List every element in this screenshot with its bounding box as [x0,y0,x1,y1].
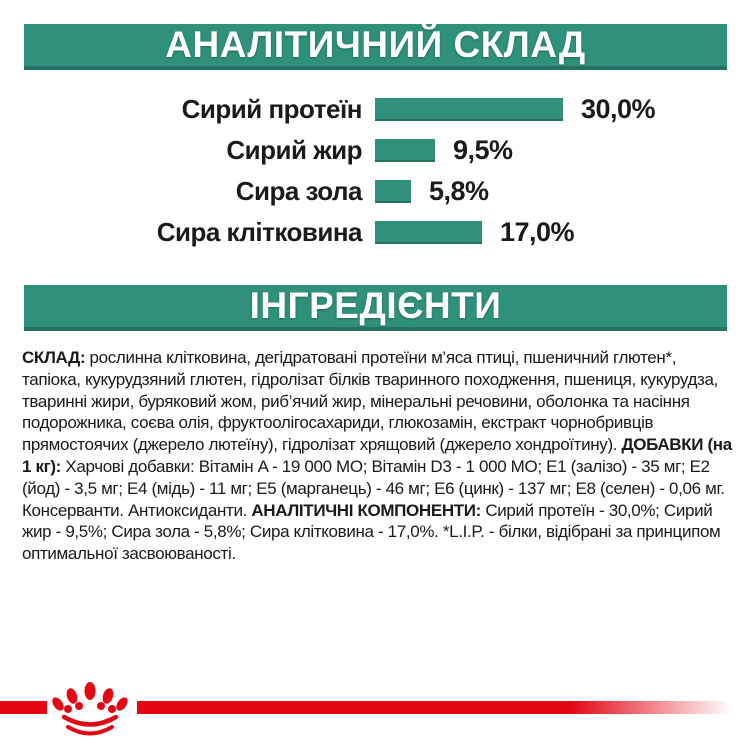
analytical-components-label: АНАЛІТИЧНІ КОМПОНЕНТИ: [251,500,481,520]
bar-label-protein: Сирий протеїн [181,93,363,124]
chart-row-protein: Сирий протеїн 30,0% [0,94,750,124]
bar-fibre [375,220,482,244]
bar-label-ash: Сира зола [235,175,363,206]
bar-label-fibre: Сира клітковина [156,216,363,247]
chart-row-fat: Сирий жир 9,5% [0,135,750,165]
royal-canin-crown-icon [52,682,128,736]
composition-text: рослинна клітковина, дегідратовані проте… [22,348,718,455]
chart-row-ash: Сира зола 5,8% [0,176,750,206]
brand-stripe-right [137,701,738,714]
nutrients-bar-chart: Сирий протеїн 30,0% Сирий жир 9,5% Сира … [0,94,750,247]
bar-value-protein: 30,0% [581,93,656,124]
ingredients-header: ІНГРЕДІЄНТИ [24,285,727,331]
additives-label: ДОБАВКИ (на 1 кг): [22,435,732,476]
analytical-composition-header: АНАЛІТИЧНИЙ СКЛАД [24,24,727,70]
composition-label: СКЛАД: [22,348,86,367]
additives-text: Харчові добавки: Вітамін A - 19 000 МО; … [22,456,725,520]
bar-value-ash: 5,8% [429,175,489,206]
chart-row-fibre: Сира клітковина 17,0% [0,217,750,247]
brand-stripe-left [0,701,47,714]
ingredients-title: ІНГРЕДІЄНТИ [249,285,502,326]
bar-protein [375,97,563,121]
bar-label-fat: Сирий жир [226,134,362,165]
analytical-composition-title: АНАЛІТИЧНИЙ СКЛАД [165,24,586,65]
ingredients-paragraph: СКЛАД: рослинна клітковина, дегідратован… [22,347,734,565]
analytical-components-text: Сирий протеїн - 30,0%; Сирий жир - 9,5%;… [22,500,721,564]
bar-value-fibre: 17,0% [500,216,575,247]
bar-fat [375,138,435,162]
bar-value-fat: 9,5% [453,134,513,165]
bar-ash [375,179,411,203]
